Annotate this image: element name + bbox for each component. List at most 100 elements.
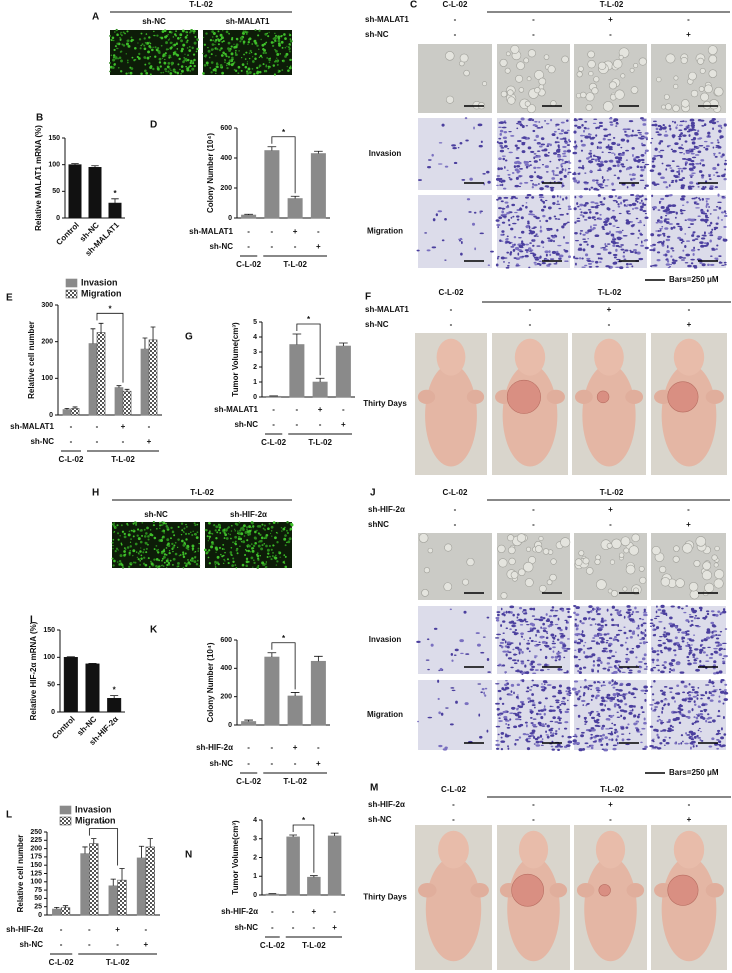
- y-tick-label: 4: [253, 817, 257, 824]
- condition-value: +: [686, 520, 691, 529]
- condition-value: -: [454, 30, 457, 39]
- bar: [63, 657, 78, 713]
- legend-label: Invasion: [81, 277, 118, 287]
- bar: [52, 908, 62, 916]
- y-tick-label: 400: [220, 155, 232, 162]
- legend-label: Migration: [81, 288, 122, 298]
- condition-value: -: [271, 242, 274, 251]
- panel-label: H: [92, 488, 99, 499]
- panel-label: B: [36, 113, 43, 124]
- condition-name: sh-NC: [368, 815, 392, 824]
- condition-value: +: [115, 925, 120, 934]
- error-bar: [98, 322, 104, 333]
- condition-value: -: [317, 227, 320, 236]
- scale-note: Bars=250 μM: [669, 768, 719, 777]
- bar: [68, 164, 82, 219]
- error-bar: [90, 328, 96, 344]
- header: T-L-02: [190, 488, 214, 497]
- condition-value: -: [317, 743, 320, 752]
- condition-value: -: [96, 422, 99, 431]
- condition-value: +: [144, 940, 149, 949]
- significance: *: [302, 816, 306, 825]
- photo: [415, 333, 487, 475]
- error-bar: [88, 662, 97, 664]
- bar: [145, 846, 155, 916]
- bar: [310, 153, 326, 219]
- bar: [96, 332, 106, 416]
- group-label: C-L-02: [236, 777, 261, 786]
- condition-value: -: [687, 505, 690, 514]
- legend-swatch: [65, 278, 78, 288]
- condition-value: -: [247, 743, 250, 752]
- bar: [287, 198, 303, 219]
- group-label: C-L-02: [441, 785, 466, 794]
- condition-value: -: [454, 520, 457, 529]
- condition-value: -: [452, 815, 455, 824]
- significance-bracket: [271, 136, 296, 194]
- y-tick-label: 0: [38, 912, 42, 919]
- photo: [649, 679, 729, 750]
- error-bar: [62, 905, 69, 908]
- error-bar: [54, 906, 60, 910]
- bar: [88, 343, 98, 416]
- condition-name: sh-MALAT1: [214, 405, 258, 414]
- panel-label: C: [410, 0, 417, 11]
- error-bar: [290, 195, 300, 199]
- condition-name: sh-MALAT1: [365, 15, 409, 24]
- condition-value: -: [452, 800, 455, 809]
- legend-swatch: [59, 816, 72, 826]
- panel-label: D: [150, 120, 157, 131]
- group-label: T-L-02: [600, 0, 624, 9]
- condition-name: sh-NC: [365, 320, 389, 329]
- bar: [89, 843, 99, 916]
- condition-value: -: [271, 907, 274, 916]
- condition-value: -: [272, 405, 275, 414]
- error-bar: [310, 875, 318, 878]
- y-tick-label: 0: [49, 412, 53, 419]
- y-tick-label: 2: [253, 854, 257, 861]
- condition-name: shNC: [368, 520, 389, 529]
- condition-value: -: [247, 242, 250, 251]
- error-bar: [91, 165, 99, 168]
- y-tick-label: 200: [220, 694, 232, 701]
- condition-value: -: [296, 405, 299, 414]
- condition-value: -: [271, 923, 274, 932]
- y-tick-label: 3: [253, 349, 257, 356]
- group-label: C-L-02: [260, 941, 285, 950]
- condition-value: -: [271, 227, 274, 236]
- row-label: Invasion: [369, 635, 402, 644]
- condition-value: -: [247, 227, 250, 236]
- photo: [495, 679, 573, 752]
- y-tick-label: 0: [228, 722, 232, 729]
- error-bar: [314, 655, 323, 662]
- condition-value: -: [313, 923, 316, 932]
- y-axis-label: Tumor Volume(cm³): [231, 322, 240, 397]
- y-tick-label: 5: [253, 319, 257, 326]
- significance-bracket: [292, 824, 315, 873]
- condition-value: -: [532, 505, 535, 514]
- condition-value: -: [148, 422, 151, 431]
- condition-value: +: [316, 242, 321, 251]
- condition-value: +: [316, 759, 321, 768]
- error-bar: [124, 388, 130, 392]
- panel-label: J: [370, 488, 376, 499]
- condition-value: -: [122, 437, 125, 446]
- group-label: C-L-02: [443, 488, 468, 497]
- condition-value: -: [70, 422, 73, 431]
- condition-name: sh-NC: [19, 940, 43, 949]
- group-label: C-L-02: [261, 438, 286, 447]
- error-bar: [71, 163, 79, 165]
- condition-value: -: [532, 30, 535, 39]
- group-label: T-L-02: [308, 438, 332, 447]
- significance: *: [282, 128, 286, 137]
- bar: [264, 656, 280, 726]
- condition-value: +: [312, 907, 317, 916]
- panel-label: K: [150, 625, 158, 636]
- photo: [497, 825, 570, 970]
- condition-value: -: [450, 305, 453, 314]
- error-bar: [147, 838, 153, 847]
- group-label: C-L-02: [236, 260, 261, 269]
- photo: [574, 44, 647, 113]
- error-bar: [138, 845, 145, 858]
- y-tick-label: 50: [34, 895, 42, 902]
